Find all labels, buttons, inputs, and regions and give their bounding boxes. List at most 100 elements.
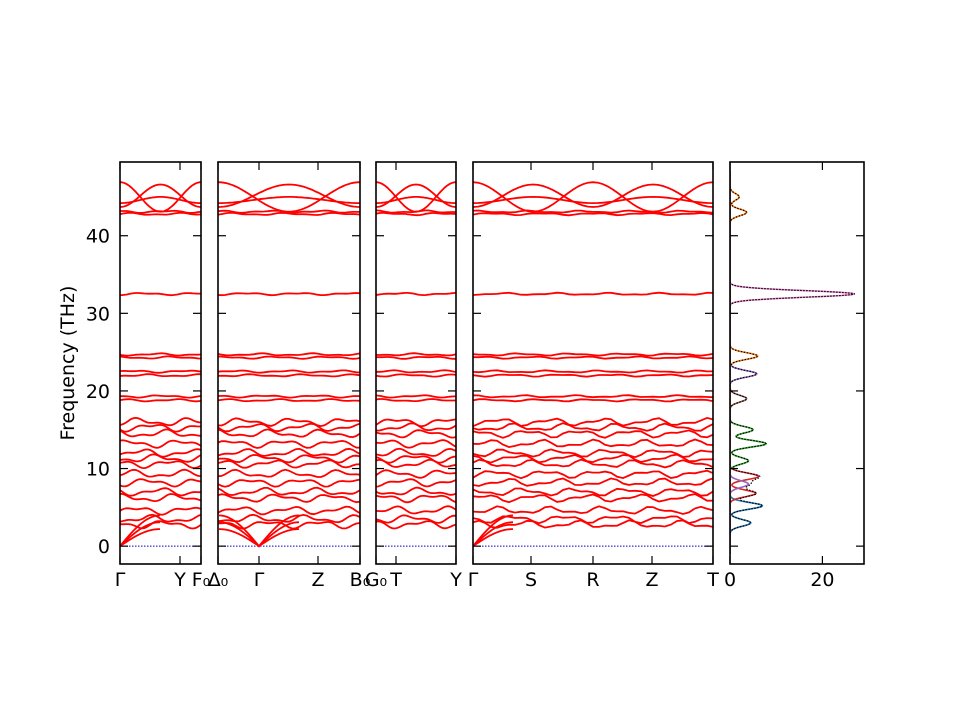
acoustic-band [119, 521, 161, 547]
upper-band [472, 181, 714, 213]
acoustic-band [119, 514, 161, 547]
phonon-band [119, 506, 202, 516]
phonon-band [119, 513, 202, 523]
phonon-band [119, 460, 202, 470]
phonon-band [375, 447, 457, 457]
phonon-band [217, 468, 361, 478]
phonon-band [375, 458, 457, 468]
upper-band [217, 181, 361, 213]
phonon-band [217, 292, 361, 297]
phonon-band [472, 493, 713, 504]
phonon-band [472, 212, 714, 217]
phonon-band [217, 493, 361, 504]
phonon-band [119, 352, 202, 357]
phonon-band [472, 487, 714, 497]
panel-frame [472, 161, 714, 565]
phonon-band [375, 505, 457, 515]
phonon-band [472, 291, 714, 296]
phonon-band [375, 398, 456, 402]
acoustic-band [119, 528, 160, 547]
phonon-band [119, 448, 202, 458]
high-symmetry-label: Y [449, 569, 462, 591]
phonon-band [217, 352, 361, 357]
high-symmetry-label: Z [645, 569, 658, 591]
dos-series [730, 170, 760, 554]
phonon-band [119, 416, 202, 427]
phonon-band [472, 352, 714, 357]
phonon-band [375, 520, 457, 530]
phonon-band [217, 209, 360, 214]
phonon-band [375, 469, 456, 479]
phonon-band [472, 438, 714, 449]
y-tick-label: 0 [98, 536, 110, 558]
phonon-band [472, 369, 713, 374]
phonon-band [119, 369, 202, 374]
upper-band [375, 181, 457, 213]
high-symmetry-label: T [389, 569, 402, 591]
phonon-band [217, 505, 361, 516]
high-symmetry-label: G₀ [365, 569, 387, 591]
upper-band [119, 181, 202, 213]
phonon-band [120, 292, 201, 297]
phonon-band [217, 417, 361, 428]
phonon-band [375, 486, 457, 496]
high-symmetry-label: Y [173, 569, 186, 591]
phonon-band [119, 423, 202, 433]
phonon-band [472, 394, 714, 399]
phonon-band [472, 416, 714, 428]
phonon-band [119, 468, 202, 478]
acoustic-band [472, 514, 514, 547]
upper-band [472, 195, 714, 205]
phonon-band [217, 394, 361, 399]
phonon-band [375, 394, 456, 399]
phonon-band [472, 515, 714, 525]
acoustic-band [218, 521, 300, 548]
phonon-band [217, 486, 361, 497]
phonon-band [375, 418, 457, 428]
phonon-band [217, 459, 361, 469]
high-symmetry-label: Γ [254, 569, 265, 591]
phonon-band [472, 505, 714, 515]
phonon-band [375, 212, 457, 217]
high-symmetry-label: Z [311, 569, 324, 591]
phonon-band [119, 478, 202, 488]
phonon-band [119, 520, 202, 530]
phonon-band [217, 453, 361, 464]
dos-x-tick-label: 20 [810, 569, 834, 591]
phonon-band [472, 422, 714, 432]
phonon-band [472, 469, 714, 480]
phonon-band [472, 373, 714, 378]
phonon-band [217, 478, 361, 488]
dos-x-tick-label: 0 [724, 569, 736, 591]
high-symmetry-label: S [525, 569, 537, 591]
phonon-band [472, 458, 714, 469]
high-symmetry-label: B₀ [350, 569, 371, 591]
phonon-band [120, 394, 202, 399]
phonon-band [217, 422, 361, 433]
phonon-band [375, 373, 457, 378]
phonon-band [217, 513, 361, 524]
phonon-band [472, 209, 714, 214]
band-panel-2: Δ₀ Γ Z B₀ [208, 161, 371, 591]
acoustic-band [218, 514, 300, 548]
acoustic-band [219, 528, 299, 548]
panel-frame [217, 161, 361, 565]
band-panel-3: G₀ T Y [365, 161, 462, 591]
band-panel-1: Γ Y F₀ 0 10 20 30 40 [86, 161, 210, 591]
phonon-band [375, 514, 457, 524]
phonon-band [472, 477, 714, 487]
phonon-band [119, 373, 202, 377]
phonon-band [119, 398, 202, 403]
high-symmetry-label: Γ [468, 569, 479, 591]
phonon-band [217, 439, 361, 449]
acoustic-band [472, 528, 513, 547]
y-tick-label: 10 [86, 459, 110, 481]
phonon-band [119, 439, 202, 449]
upper-band [218, 196, 360, 204]
phonon-band [376, 369, 457, 374]
phonon-band [375, 429, 457, 439]
panel-frame [119, 161, 202, 565]
upper-band [472, 183, 714, 208]
